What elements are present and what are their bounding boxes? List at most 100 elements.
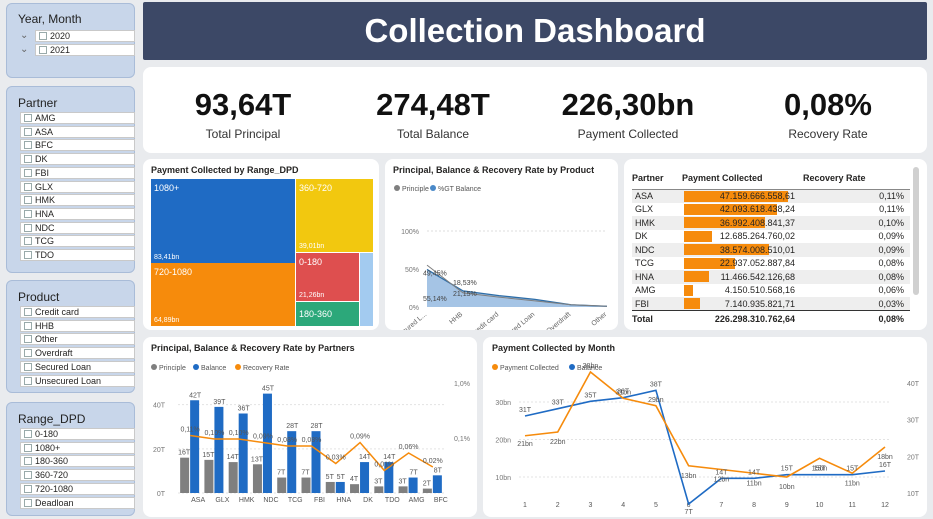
slicer-item[interactable]: 0-180	[20, 428, 135, 440]
slicer-item[interactable]: HNA	[20, 207, 135, 220]
line-balance	[524, 389, 886, 506]
checkbox[interactable]	[24, 168, 32, 177]
col-header-payment[interactable]: Payment Collected	[682, 172, 763, 183]
header-banner: Collection Dashboard	[143, 2, 927, 60]
bar-label: 42T	[189, 392, 202, 399]
slicer-item[interactable]: DK	[20, 153, 135, 166]
slicer-item[interactable]: 720-1080	[20, 482, 135, 495]
product-area-chart: Principle %GT Balance 100% 50% 0% 49,45% 55,14…	[389, 185, 609, 330]
checkbox[interactable]	[24, 223, 32, 232]
cell-rate: 0,06%	[878, 285, 904, 296]
slicer-item[interactable]: Deadloan	[20, 496, 135, 509]
col-header-partner[interactable]: Partner	[632, 172, 664, 183]
slicer-item[interactable]: 180-360	[20, 455, 135, 468]
bar-label: 4T	[350, 476, 359, 483]
data-label-payment: 31bn	[615, 389, 631, 396]
table-row[interactable]: HNA 11.466.542.126,68 0,08%	[632, 270, 910, 284]
table-row[interactable]: HMK 36.992.408.841,37 0,10%	[632, 216, 910, 230]
treemap-tile-other[interactable]	[360, 253, 373, 326]
checkbox[interactable]	[39, 46, 47, 54]
checkbox[interactable]	[24, 155, 32, 164]
slicer-item[interactable]: HHB	[20, 319, 135, 332]
checkbox[interactable]	[24, 251, 32, 259]
checkbox[interactable]	[24, 471, 32, 480]
bar-balance	[214, 406, 224, 493]
treemap-tile-360-720[interactable]: 360-720 39,01bn	[296, 179, 373, 252]
data-bar	[684, 217, 765, 228]
slicer-item[interactable]: 1080+	[20, 441, 135, 454]
checkbox[interactable]	[24, 182, 32, 191]
checkbox[interactable]	[24, 443, 32, 452]
treemap-tile-0-180[interactable]: 0-180 21,26bn	[296, 253, 359, 301]
treemap-tile-1080[interactable]: 1080+ 83,41bn	[151, 179, 295, 263]
checkbox[interactable]	[24, 349, 32, 358]
x-axis-label: TDO	[385, 497, 400, 504]
scrollbar[interactable]	[913, 167, 919, 295]
legend-label: %GT Balance	[438, 186, 481, 193]
cell-payment: 36.992.408.841,37	[682, 216, 797, 230]
bar-principle	[325, 481, 335, 493]
partner-table-panel: Partner Payment Collected Recovery Rate ASA…	[624, 159, 927, 330]
checkbox[interactable]	[24, 308, 32, 316]
table-row[interactable]: FBI 7.140.935.821,71 0,03%	[632, 297, 910, 311]
slicer-item[interactable]: AMG	[20, 112, 135, 124]
chevron-down-icon[interactable]: ⌄	[20, 30, 29, 41]
checkbox[interactable]	[24, 484, 32, 493]
checkbox[interactable]	[24, 196, 32, 205]
table-row[interactable]: GLX 42.093.618.438,24 0,11%	[632, 202, 910, 216]
partner-table: Partner Payment Collected Recovery Rate ASA…	[632, 167, 910, 327]
checkbox[interactable]	[24, 321, 32, 330]
slicer-item[interactable]: Overdraft	[20, 347, 135, 360]
kpi-total-balance-label: Total Balance	[396, 127, 470, 141]
table-row[interactable]: DK 12.685.264.760,02 0,09%	[632, 229, 910, 243]
slicer-item[interactable]: HMK	[20, 194, 135, 207]
table-row[interactable]: AMG 4.150.510.568,16 0,06%	[632, 283, 910, 297]
checkbox[interactable]	[39, 32, 47, 40]
checkbox[interactable]	[24, 430, 32, 438]
legend-marker	[235, 364, 241, 370]
checkbox[interactable]	[24, 457, 32, 466]
slicer-item[interactable]: TCG	[20, 235, 135, 248]
rate-label: 0,03%	[326, 455, 346, 462]
slicer-item[interactable]: FBI	[20, 166, 135, 179]
checkbox[interactable]	[24, 376, 32, 385]
x-axis-label: BFC	[434, 497, 448, 504]
col-header-rate[interactable]: Recovery Rate	[803, 172, 866, 183]
checkbox[interactable]	[24, 362, 32, 371]
slicer-item-2020[interactable]: 2020	[35, 30, 135, 42]
checkbox[interactable]	[24, 335, 32, 344]
legend-marker	[492, 364, 498, 370]
table-row[interactable]: ASA 47.159.666.558,61 0,11%	[632, 189, 910, 203]
table-row[interactable]: TCG 22.937.052.887,84 0,08%	[632, 256, 910, 270]
slicer-item[interactable]: ASA	[20, 125, 135, 138]
slicer-item[interactable]: Secured Loan	[20, 360, 135, 373]
checkbox[interactable]	[24, 209, 32, 218]
data-label-balance: 38T	[650, 381, 663, 388]
slicer-item[interactable]: GLX	[20, 180, 135, 193]
kpi-payment-collected-label: Payment Collected	[577, 127, 679, 141]
checkbox[interactable]	[24, 498, 32, 507]
bar-principle	[204, 459, 214, 493]
slicer-item[interactable]: BFC	[20, 139, 135, 152]
slicer-item[interactable]: Unsecured Loan	[20, 374, 135, 387]
y-axis-label: 10bn	[495, 475, 511, 482]
checkbox[interactable]	[24, 141, 32, 150]
x-axis-label: 8	[752, 502, 756, 509]
checkbox[interactable]	[24, 127, 32, 136]
slicer-item[interactable]: NDC	[20, 221, 135, 234]
total-label: Total	[632, 313, 653, 324]
bar-label: 14T	[227, 454, 240, 461]
treemap-tile-180-360[interactable]: 180-360	[296, 302, 359, 326]
slicer-item[interactable]: Credit card	[20, 306, 135, 318]
treemap-tile-720-1080[interactable]: 720-1080 64,89bn	[151, 263, 295, 326]
chevron-down-icon[interactable]: ⌄	[20, 44, 29, 55]
slicer-item-2021[interactable]: 2021	[35, 44, 135, 56]
checkbox[interactable]	[24, 114, 32, 122]
y-axis-label: 100%	[401, 229, 419, 236]
slicer-item[interactable]: 360-720	[20, 469, 135, 482]
slicer-item[interactable]: TDO	[20, 249, 135, 261]
slicer-item[interactable]: Other	[20, 333, 135, 346]
checkbox[interactable]	[24, 237, 32, 246]
table-row[interactable]: NDC 38.574.008.510,01 0,09%	[632, 243, 910, 257]
data-label-payment: 21bn	[517, 441, 533, 448]
